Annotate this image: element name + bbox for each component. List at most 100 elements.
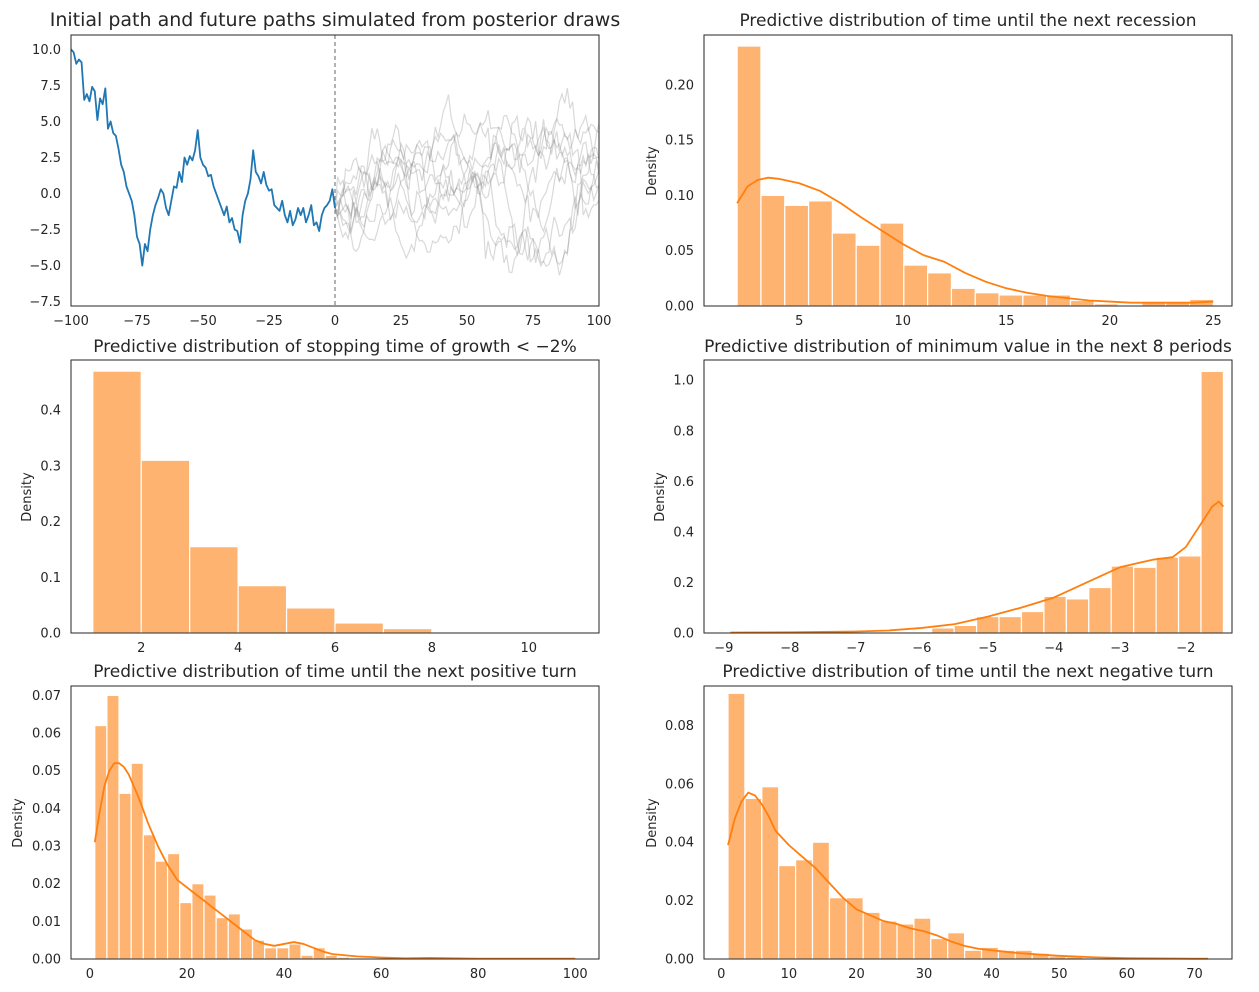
future-path-line	[334, 120, 600, 253]
x-tick-label: 50	[459, 314, 476, 329]
histogram-bar	[166, 852, 181, 960]
y-tick-label: 0.00	[665, 300, 694, 315]
y-axis-label: Density	[645, 146, 660, 196]
x-tick-label: −100	[53, 314, 89, 329]
y-axis-label: Density	[11, 798, 26, 848]
y-tick-label: 0.6	[673, 475, 694, 490]
panel-stopping-time: Predictive distribution of stopping time…	[20, 337, 600, 656]
y-tick-label: 0.06	[32, 727, 61, 742]
y-axis-label: Density	[20, 472, 35, 522]
histogram-bar	[334, 622, 385, 634]
plot-frame	[70, 685, 600, 960]
histogram-bar	[903, 264, 929, 307]
y-tick-label: 0.4	[673, 525, 694, 540]
histogram-bar	[761, 786, 780, 960]
y-tick-label: 0.01	[32, 915, 61, 930]
y-tick-label: 5.0	[40, 115, 61, 130]
x-tick-label: −75	[123, 314, 150, 329]
kde-curve	[736, 176, 1214, 304]
y-tick-label: −7.5	[29, 295, 61, 310]
histogram-bar	[1088, 586, 1112, 634]
chart-title: Initial path and future paths simulated …	[50, 9, 621, 31]
x-tick-label: 0	[331, 314, 339, 329]
x-tick-label: 4	[234, 641, 242, 656]
plot-frame	[703, 685, 1233, 960]
histogram-bar	[285, 607, 336, 634]
histogram-bar	[784, 204, 810, 307]
y-axis-label: Density	[645, 798, 660, 848]
y-tick-label: 0.06	[665, 777, 694, 792]
future-path-line	[334, 87, 600, 257]
histogram-bar	[1020, 610, 1045, 634]
y-tick-label: 0.2	[40, 515, 61, 530]
histogram-bar	[1177, 555, 1202, 634]
plot-frame	[70, 359, 600, 634]
x-tick-label: 60	[373, 967, 390, 982]
histogram-bar	[179, 901, 193, 960]
x-tick-label: 0	[86, 967, 94, 982]
y-tick-label: −2.5	[29, 223, 61, 238]
future-path-line	[334, 141, 600, 264]
future-path-line	[334, 160, 600, 276]
chart-title: Predictive distribution of time until th…	[739, 11, 1196, 31]
histogram-bar	[1022, 294, 1048, 307]
y-tick-label: 0.08	[665, 719, 694, 734]
y-tick-label: 0.2	[673, 576, 694, 591]
x-tick-label: 8	[428, 641, 436, 656]
histogram-bar	[382, 627, 433, 634]
x-tick-label: 2	[137, 641, 145, 656]
histogram-bar	[264, 947, 278, 960]
y-tick-label: 0.0	[673, 627, 694, 642]
x-tick-label: 25	[393, 314, 410, 329]
future-path-line	[334, 128, 600, 274]
histogram-bar	[778, 864, 797, 960]
x-tick-label: 5	[795, 314, 803, 329]
histogram-bar	[811, 841, 831, 960]
x-tick-label: 20	[179, 967, 196, 982]
histogram-bar	[189, 546, 239, 634]
y-tick-label: 0.0	[40, 187, 61, 202]
x-tick-label: −7	[846, 641, 865, 656]
x-tick-label: −5	[978, 641, 997, 656]
chart-title: Predictive distribution of time until th…	[93, 662, 577, 682]
x-tick-label: 20	[848, 967, 865, 982]
histogram-bar	[950, 287, 976, 307]
panel-time-until-recession: Predictive distribution of time until th…	[645, 11, 1233, 329]
histogram-bar	[828, 897, 847, 960]
x-tick-label: 100	[587, 314, 612, 329]
plot-frame	[70, 34, 600, 307]
histogram-bar	[727, 692, 746, 960]
histogram-bar	[931, 627, 955, 634]
y-tick-label: 0.15	[665, 134, 694, 149]
x-tick-label: −8	[780, 641, 799, 656]
y-tick-label: 0.4	[40, 404, 61, 419]
histogram-bar	[142, 834, 157, 960]
histogram-bar	[998, 294, 1024, 307]
plot-frame	[703, 359, 1233, 634]
y-tick-label: 0.07	[32, 689, 61, 704]
future-path-line	[334, 110, 600, 213]
histogram-bar	[998, 615, 1023, 634]
histogram-bar	[927, 272, 953, 307]
histogram-bar	[215, 916, 229, 960]
histogram-bar	[1155, 556, 1180, 634]
histogram-bar	[237, 585, 288, 634]
histogram-bar	[154, 860, 169, 960]
histogram-bar	[879, 920, 898, 960]
future-path-line	[334, 144, 600, 260]
histogram-bar	[300, 954, 314, 960]
histogram-bar	[1110, 565, 1135, 634]
x-tick-label: 15	[998, 314, 1015, 329]
kde-curve	[727, 791, 1208, 960]
x-tick-label: 100	[563, 967, 588, 982]
future-path-line	[334, 94, 600, 221]
future-path-line	[334, 116, 600, 224]
future-path-line	[334, 114, 600, 233]
panel-positive-turn: Predictive distribution of time until th…	[11, 662, 600, 982]
y-tick-label: 0.00	[665, 953, 694, 968]
histogram-bar	[953, 624, 978, 634]
y-tick-label: 1.0	[673, 374, 694, 389]
y-tick-label: 0.02	[32, 877, 61, 892]
chart-title: Predictive distribution of stopping time…	[93, 337, 577, 357]
y-tick-label: 0.20	[665, 78, 694, 93]
